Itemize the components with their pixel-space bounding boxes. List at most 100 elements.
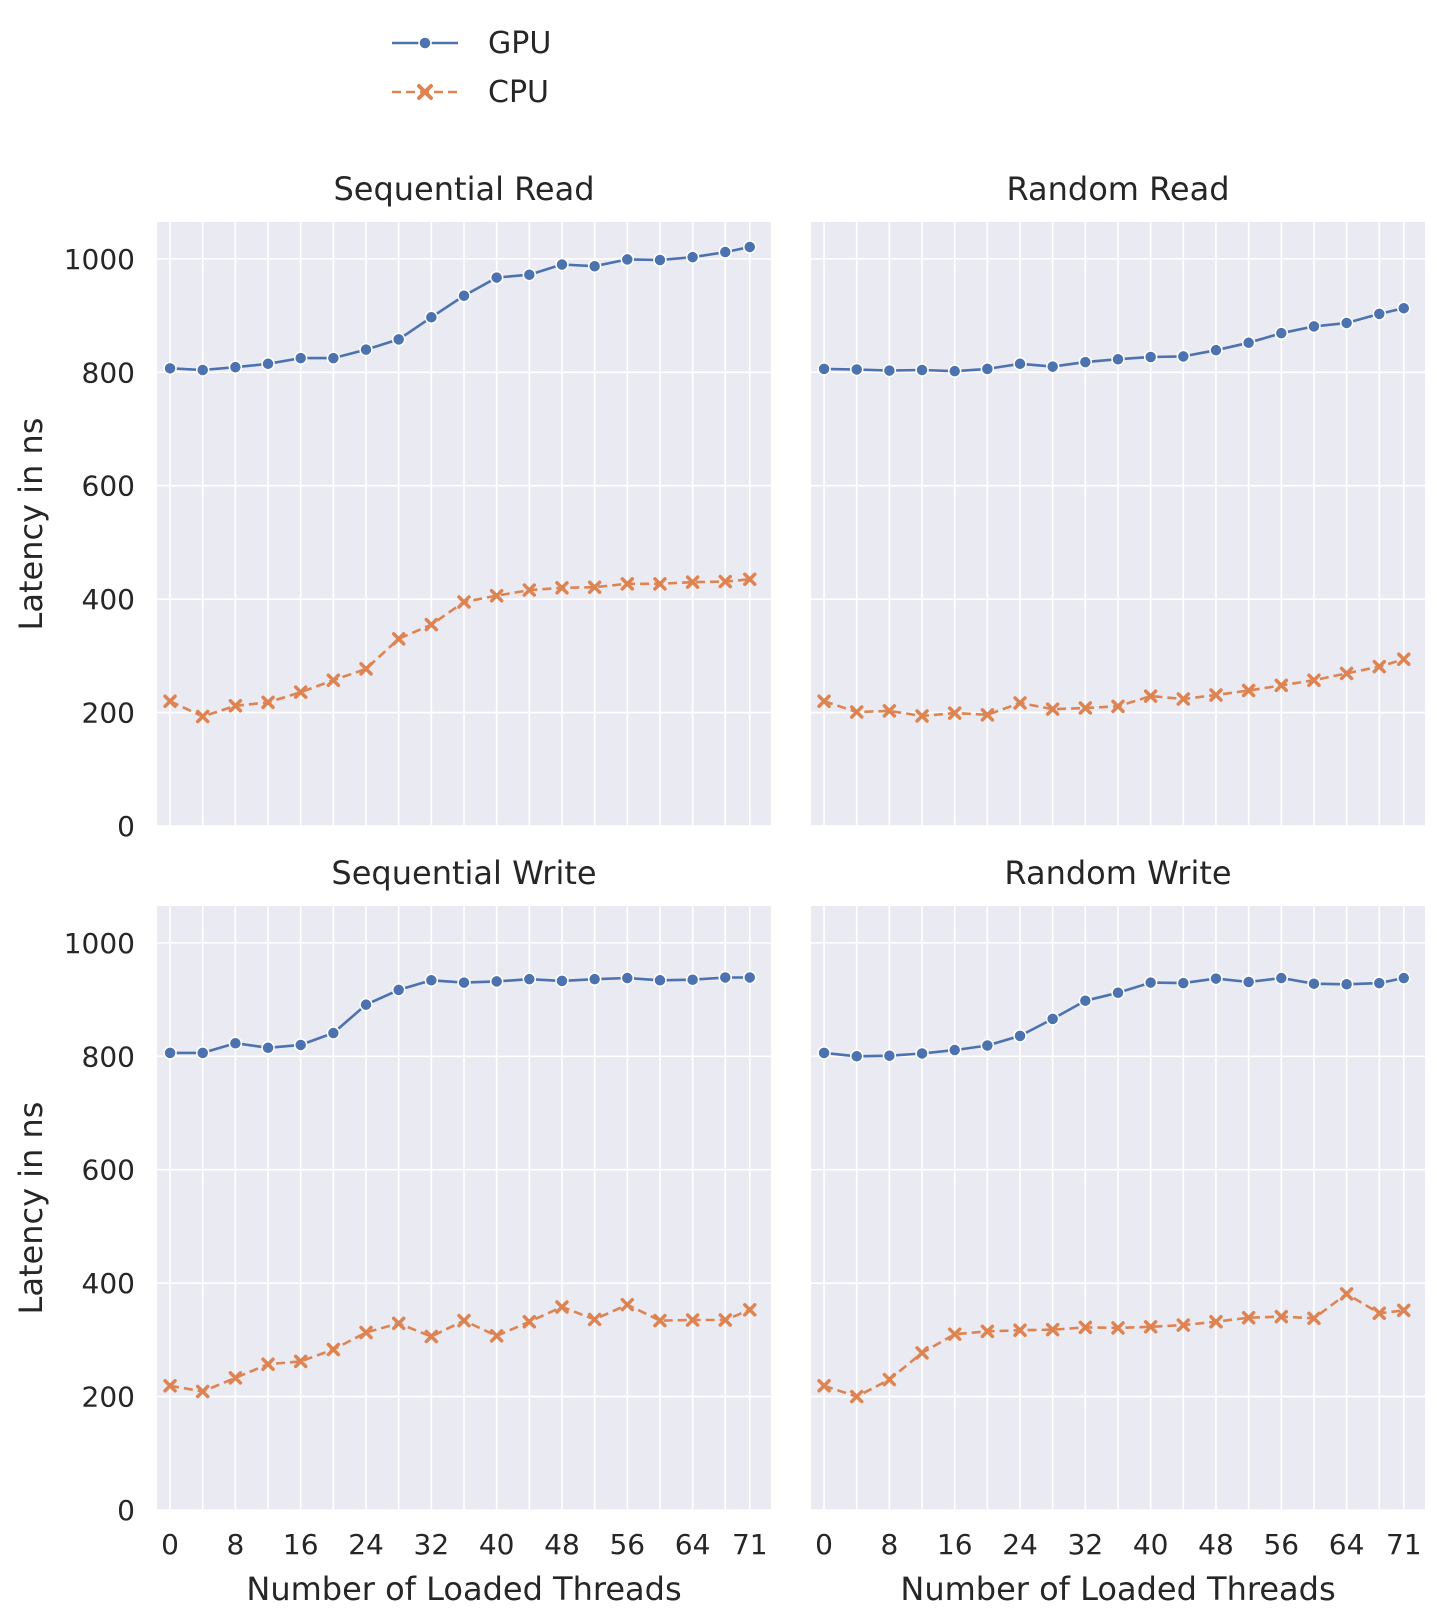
cpu-point	[882, 1372, 897, 1387]
gpu-point	[587, 259, 602, 273]
y-axis-label: Latency in ns	[12, 1102, 50, 1315]
gpu-point	[326, 351, 341, 365]
x-tick-label: 16	[283, 1528, 319, 1561]
x-tick-label: 8	[880, 1528, 898, 1561]
cpu-point	[1372, 1306, 1387, 1320]
x-tick-label: 71	[732, 1528, 768, 1561]
cpu-point	[882, 704, 897, 718]
cpu-point	[849, 1389, 864, 1404]
gpu-point	[293, 351, 308, 365]
y-tick-label: 600	[82, 470, 135, 503]
gpu-point	[743, 970, 757, 985]
cpu-point	[1241, 683, 1256, 698]
cpu-point	[293, 1354, 308, 1369]
y-axis-label: Latency in ns	[12, 418, 50, 631]
gpu-point	[980, 1038, 995, 1053]
x-tick-label: 48	[1198, 1528, 1234, 1561]
cpu-point	[1045, 1322, 1060, 1337]
gpu-point	[1045, 1012, 1060, 1026]
cpu-point	[489, 588, 504, 603]
gpu-point	[163, 1046, 177, 1060]
cpu-point	[391, 632, 406, 646]
gpu-point	[1209, 971, 1223, 986]
cpu-point	[1209, 1314, 1223, 1329]
gpu-point	[915, 363, 929, 377]
gpu-point	[555, 257, 569, 272]
cpu-point	[1307, 1311, 1321, 1326]
cpu-point	[1397, 652, 1411, 667]
cpu-point	[1397, 1303, 1411, 1318]
x-tick-label: 16	[937, 1528, 973, 1561]
gpu-point	[457, 288, 471, 303]
cpu-point	[817, 1379, 831, 1393]
gpu-point	[1339, 977, 1354, 992]
cpu-point	[685, 1313, 700, 1327]
x-tick-label: 56	[609, 1528, 645, 1561]
gpu-point	[882, 1048, 897, 1063]
gpu-point	[817, 1046, 831, 1060]
gpu-point	[1274, 326, 1289, 340]
gpu-point	[1397, 301, 1411, 315]
y-tick-label: 800	[82, 1040, 135, 1073]
gpu-point	[980, 362, 995, 376]
x-tick-label: 56	[1263, 1528, 1299, 1561]
gpu-point	[1111, 352, 1125, 366]
gpu-point	[326, 1026, 341, 1040]
gpu-point	[522, 972, 537, 986]
cpu-point	[947, 1327, 962, 1341]
panel-title: Random Write	[1004, 854, 1231, 892]
gpu-point	[489, 270, 504, 285]
legend-gpu-marker	[418, 36, 432, 50]
panel-random-read: Random Read	[811, 170, 1425, 827]
x-tick-label: 40	[479, 1528, 515, 1561]
panel-title: Sequential Read	[333, 170, 594, 208]
gpu-point	[424, 310, 439, 325]
cpu-point	[947, 706, 962, 720]
cpu-point	[1372, 659, 1387, 674]
x-tick-label: 64	[1329, 1528, 1365, 1561]
gpu-point	[653, 973, 667, 988]
gpu-point	[228, 360, 243, 374]
gpu-point	[391, 983, 406, 997]
cpu-point	[685, 575, 700, 589]
cpu-point	[489, 1329, 504, 1343]
cpu-point	[849, 705, 864, 719]
cpu-point	[228, 699, 243, 713]
gpu-point	[849, 362, 864, 377]
gpu-point	[555, 974, 569, 988]
gpu-point	[1274, 971, 1289, 985]
cpu-point	[1143, 1320, 1158, 1334]
cpu-point	[359, 662, 373, 676]
gpu-point	[1307, 976, 1321, 991]
gpu-point	[1372, 307, 1387, 321]
cpu-point	[293, 685, 308, 699]
cpu-point	[980, 1324, 995, 1339]
cpu-point	[261, 1357, 275, 1371]
x-tick-label: 32	[1068, 1528, 1104, 1561]
cpu-point	[457, 1313, 471, 1328]
gpu-point	[293, 1038, 308, 1052]
cpu-point	[1241, 1310, 1256, 1325]
cpu-point	[1013, 1323, 1027, 1337]
gpu-point	[587, 972, 602, 986]
x-tick-label: 40	[1133, 1528, 1169, 1561]
cpu-point	[718, 574, 733, 589]
panel-random-write: Random Write 0 8 16 24 32 40 48 56 64 71 Number of …	[811, 854, 1425, 1608]
cpu-point	[261, 695, 275, 710]
gpu-point	[1143, 350, 1158, 364]
gpu-point	[261, 357, 275, 371]
gpu-point	[685, 250, 700, 264]
x-tick-label: 24	[348, 1528, 384, 1561]
gpu-point	[261, 1041, 275, 1055]
x-axis-label: Number of Loaded Threads	[900, 1570, 1335, 1608]
y-tick-label: 200	[82, 1381, 135, 1414]
cpu-point	[391, 1316, 406, 1331]
gpu-point	[391, 332, 406, 347]
cpu-point	[1111, 699, 1125, 714]
panel-sequential-write: Sequential Write 0 200 400 600 800 1000 0 8 16 24 3…	[12, 854, 771, 1608]
cpu-point	[1176, 692, 1191, 706]
y-tick-label: 1000	[64, 243, 135, 276]
cpu-point	[326, 1342, 341, 1357]
y-tick-label: 1000	[64, 927, 135, 960]
cpu-point	[359, 1325, 373, 1340]
